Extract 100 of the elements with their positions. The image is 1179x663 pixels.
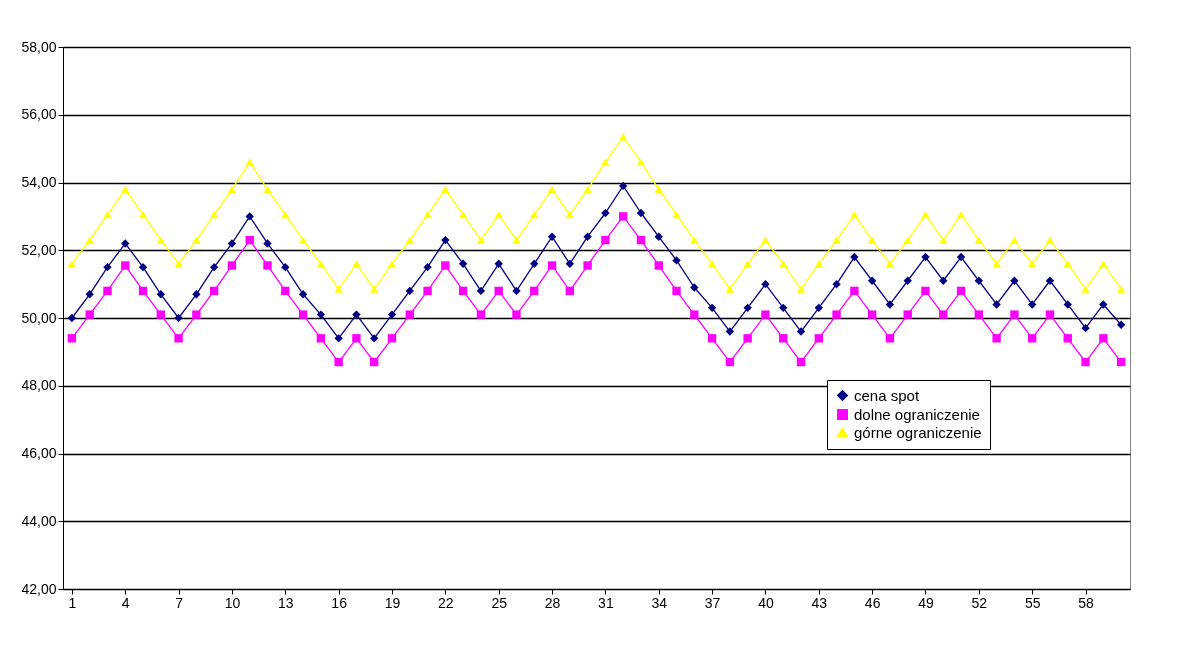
point [316, 334, 326, 343]
point [458, 259, 468, 268]
point [618, 133, 628, 141]
point [370, 334, 379, 343]
point [1116, 357, 1126, 367]
point [1099, 260, 1108, 268]
x-tick-label: 19 [384, 594, 401, 611]
point [903, 276, 912, 285]
point [565, 211, 575, 219]
point [956, 286, 966, 296]
point [441, 185, 450, 193]
x-tick-label: 16 [331, 594, 348, 611]
point [458, 211, 468, 219]
point [921, 211, 930, 219]
point [956, 211, 966, 219]
point [992, 300, 1001, 309]
point [956, 252, 966, 262]
point [1099, 300, 1108, 309]
point [245, 212, 254, 221]
point [405, 236, 414, 244]
point [1063, 334, 1072, 343]
y-tick-label: 42,00 [21, 580, 57, 597]
point [67, 313, 77, 323]
point [316, 260, 326, 268]
point [494, 286, 503, 296]
point [1028, 300, 1037, 309]
point [885, 334, 895, 343]
point [352, 310, 361, 319]
point [832, 236, 841, 244]
point [512, 286, 521, 296]
point [263, 239, 272, 248]
x-tick-label: 46 [864, 594, 881, 611]
point [245, 158, 254, 166]
point [174, 260, 183, 268]
point [458, 286, 468, 296]
point [690, 283, 699, 292]
point [1010, 236, 1019, 244]
point [850, 286, 859, 296]
point [1063, 260, 1072, 268]
point [85, 310, 94, 319]
point [672, 286, 681, 296]
point [298, 310, 308, 319]
point [796, 285, 806, 293]
x-tick-label: 13 [278, 594, 294, 611]
point [476, 310, 486, 319]
point [156, 236, 165, 244]
x-tick-label: 28 [544, 594, 561, 611]
point [227, 261, 237, 270]
point [512, 236, 521, 244]
point [743, 303, 752, 313]
point [1081, 357, 1090, 367]
point [316, 310, 326, 319]
point [298, 236, 308, 244]
point [1099, 334, 1108, 343]
point [441, 261, 450, 270]
point [352, 334, 361, 343]
point [192, 290, 201, 299]
point [174, 334, 183, 343]
point [939, 276, 948, 285]
point [903, 310, 912, 319]
point [352, 260, 361, 268]
point [103, 286, 112, 296]
x-tick-label: 37 [704, 594, 721, 611]
y-tick-label: 56,00 [21, 106, 57, 123]
point [370, 357, 379, 367]
point [903, 236, 912, 244]
point [654, 232, 663, 241]
point [743, 334, 752, 343]
point [725, 357, 735, 367]
point [636, 208, 646, 218]
point [476, 286, 486, 296]
point [974, 276, 984, 285]
point [672, 211, 681, 219]
point [334, 334, 343, 343]
point [476, 236, 486, 244]
x-tick-label: 55 [1024, 594, 1041, 611]
point [992, 334, 1001, 343]
x-tick-label: 1 [68, 594, 77, 611]
point [281, 286, 290, 296]
x-tick-label: 49 [918, 594, 934, 611]
point [654, 261, 663, 270]
point [281, 211, 290, 219]
x-tick-label: 7 [175, 594, 184, 611]
point [121, 239, 130, 248]
point [405, 286, 414, 296]
x-tick-label: 34 [651, 594, 668, 611]
point [779, 334, 788, 343]
point [494, 259, 503, 268]
point [138, 263, 148, 272]
legend-label: cena spot [854, 386, 920, 404]
point [192, 236, 201, 244]
point [547, 185, 557, 193]
point [618, 212, 628, 221]
point [494, 211, 503, 219]
point [618, 181, 628, 191]
point [761, 279, 770, 289]
point [690, 236, 699, 244]
point [245, 235, 254, 245]
point [601, 235, 610, 245]
point [405, 310, 414, 319]
